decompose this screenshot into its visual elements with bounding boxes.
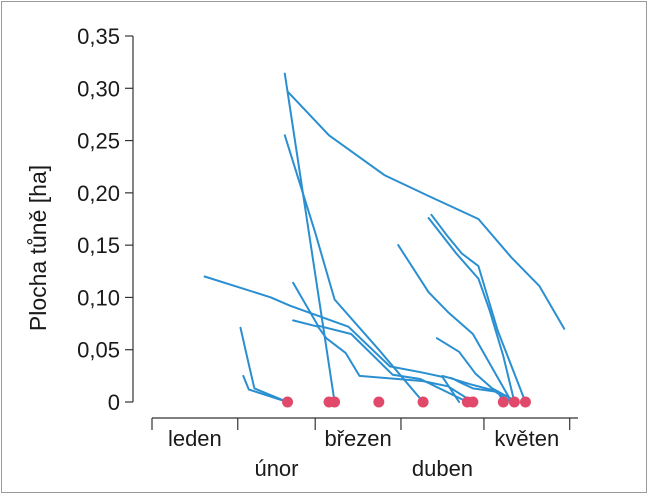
end-point bbox=[519, 396, 531, 408]
y-tick-label: 0,20 bbox=[77, 181, 120, 206]
end-point bbox=[329, 396, 341, 408]
series-line bbox=[203, 275, 461, 403]
series-line bbox=[435, 337, 519, 403]
series-lines bbox=[203, 72, 566, 403]
month-label: březen bbox=[324, 426, 391, 451]
series-line bbox=[427, 217, 516, 403]
y-tick-label: 0,10 bbox=[77, 285, 120, 310]
month-label: květen bbox=[494, 426, 559, 451]
series-line bbox=[242, 374, 289, 403]
month-label: leden bbox=[168, 426, 222, 451]
series-line bbox=[430, 213, 527, 403]
month-label: duben bbox=[412, 456, 473, 481]
series-line bbox=[397, 244, 513, 403]
end-point bbox=[497, 396, 509, 408]
y-axis-title: Plocha tůně [ha] bbox=[25, 165, 51, 331]
series-line bbox=[283, 72, 336, 403]
series-line bbox=[449, 376, 505, 403]
end-point bbox=[282, 396, 294, 408]
month-label: únor bbox=[254, 456, 298, 481]
end-point bbox=[508, 396, 520, 408]
end-point bbox=[467, 396, 479, 408]
end-point bbox=[417, 396, 429, 408]
series-line bbox=[292, 319, 474, 403]
y-tick-label: 0,25 bbox=[77, 129, 120, 154]
end-points bbox=[282, 396, 531, 408]
y-tick-label: 0,30 bbox=[77, 76, 120, 101]
end-point bbox=[373, 396, 385, 408]
series-line bbox=[283, 134, 425, 403]
y-tick-label: 0 bbox=[108, 390, 120, 415]
y-tick-label: 0,05 bbox=[77, 338, 120, 363]
x-axis: leden únor březen duben květen bbox=[151, 417, 578, 481]
series-line bbox=[286, 90, 566, 330]
y-tick-label: 0,15 bbox=[77, 233, 120, 258]
y-tick-label: 0,35 bbox=[77, 24, 120, 49]
series-line bbox=[239, 326, 289, 403]
y-axis: 0,35 0,30 0,25 0,20 0,15 0,10 0,05 0 bbox=[77, 24, 134, 415]
